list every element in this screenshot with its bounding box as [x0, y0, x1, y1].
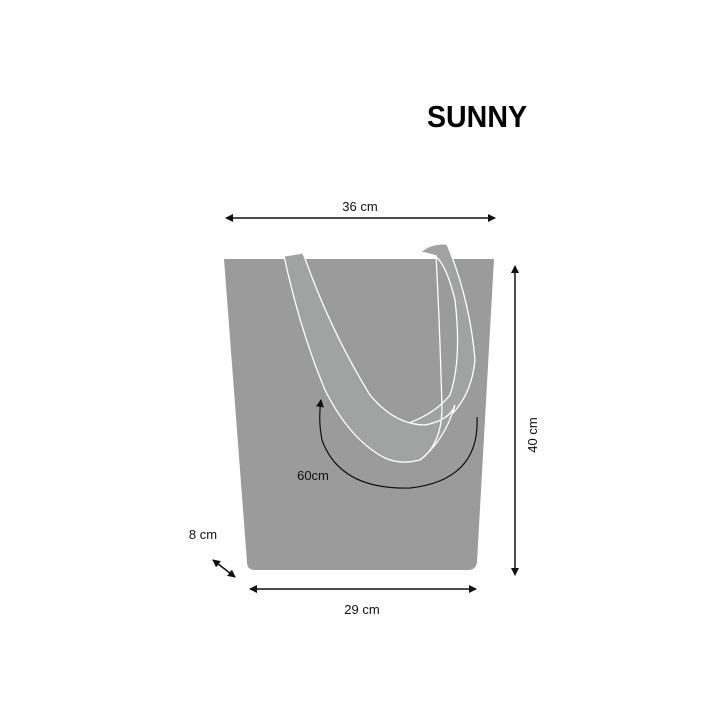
bottom-width-label: 29 cm: [344, 602, 379, 617]
depth-arrow: [212, 559, 236, 578]
top-width-label: 36 cm: [342, 199, 377, 214]
depth-label: 8 cm: [189, 527, 217, 542]
product-title: SUNNY: [427, 99, 527, 134]
height-label: 40 cm: [525, 417, 540, 452]
strap-length-arrow: [316, 399, 478, 489]
strap-length-label: 60cm: [297, 468, 329, 483]
strap-front: [283, 252, 456, 463]
